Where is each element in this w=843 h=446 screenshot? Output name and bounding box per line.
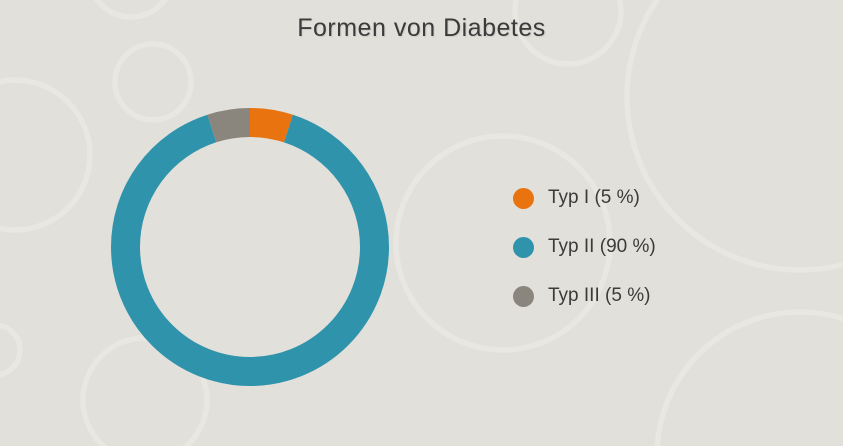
legend-label: Typ III (5 %) [548,285,651,306]
chart-title: Formen von Diabetes [297,14,546,42]
legend-label: Typ II (90 %) [548,236,656,257]
legend-color-dot [513,236,534,258]
decor-circle [654,309,843,446]
donut-chart [111,108,389,386]
donut-segment-typ-ii [111,108,389,386]
legend-label: Typ I (5 %) [548,187,640,208]
legend: Typ I (5 %) Typ II (90 %) Typ III (5 %) [513,187,656,334]
legend-color-dot [513,285,534,307]
legend-item: Typ III (5 %) [513,285,656,307]
donut-segment-typ-iii [111,108,389,386]
legend-color-dot [513,187,534,209]
decor-circle [0,77,93,233]
decor-circle [0,322,23,378]
legend-item: Typ II (90 %) [513,236,656,258]
legend-item: Typ I (5 %) [513,187,656,209]
